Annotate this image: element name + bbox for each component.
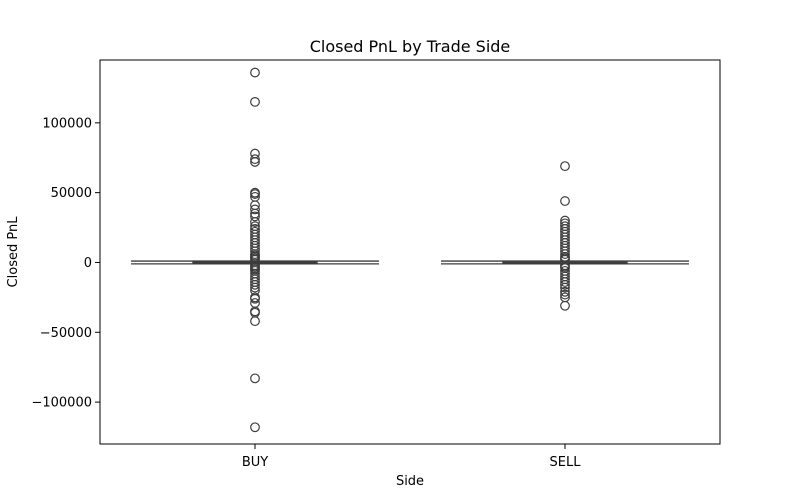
outlier-point-buy <box>250 279 260 290</box>
outlier-point-buy <box>250 96 260 107</box>
outlier-point-sell <box>560 300 570 311</box>
outlier-point-buy <box>250 293 260 304</box>
chart-axes: BUY SELL 100000 50000 0 −50000 −100000 <box>31 116 581 470</box>
outlier-point-buy <box>250 422 260 433</box>
y-axis-label: Closed PnL <box>6 216 21 288</box>
x-tick-label-sell: SELL <box>550 455 582 470</box>
y-tick-label: 50000 <box>51 186 92 201</box>
outlier-point-sell <box>560 277 570 287</box>
outlier-point-buy <box>250 316 260 327</box>
outlier-point-sell <box>560 289 570 300</box>
x-tick-label-buy: BUY <box>242 455 268 470</box>
chart-title: Closed PnL by Trade Side <box>310 37 511 56</box>
outlier-point-buy <box>250 211 260 222</box>
outlier-point-sell <box>560 161 570 172</box>
plot-frame <box>99 59 721 445</box>
outlier-point-buy <box>250 373 260 384</box>
y-tick-label: 100000 <box>42 116 92 131</box>
y-tick-label: −50000 <box>40 326 92 341</box>
outlier-point-buy <box>250 157 260 167</box>
outlier-point-sell <box>560 249 570 259</box>
outlier-point-buy <box>250 154 260 165</box>
outlier-point-buy <box>250 189 260 199</box>
outlier-point-buy <box>250 217 260 227</box>
outlier-point-sell <box>560 286 570 297</box>
outlier-point-buy <box>250 204 260 215</box>
x-axis-label: Side <box>396 474 424 489</box>
outlier-point-sell <box>560 282 570 293</box>
outlier-point-buy <box>250 67 260 78</box>
chart-marks <box>131 67 689 433</box>
y-tick-label: −100000 <box>31 396 92 411</box>
outlier-point-sell <box>560 279 570 290</box>
outlier-point-sell <box>560 196 570 206</box>
outlier-point-buy <box>250 282 260 293</box>
y-tick-label: 0 <box>84 256 92 271</box>
